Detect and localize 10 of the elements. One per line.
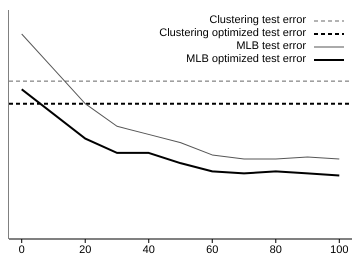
x-tick-label: 0 (18, 244, 25, 256)
legend-label: MLB test error (236, 40, 306, 53)
x-tick-label: 100 (330, 244, 348, 256)
x-tick-label: 80 (270, 244, 282, 256)
legend-label: Clustering optimized test error (159, 27, 306, 40)
legend-label: MLB optimized test error (186, 53, 306, 66)
legend-label: Clustering test error (209, 14, 306, 27)
x-tick-label: 60 (206, 244, 218, 256)
x-tick-label: 20 (79, 244, 92, 256)
x-tick-label: 40 (142, 244, 155, 256)
